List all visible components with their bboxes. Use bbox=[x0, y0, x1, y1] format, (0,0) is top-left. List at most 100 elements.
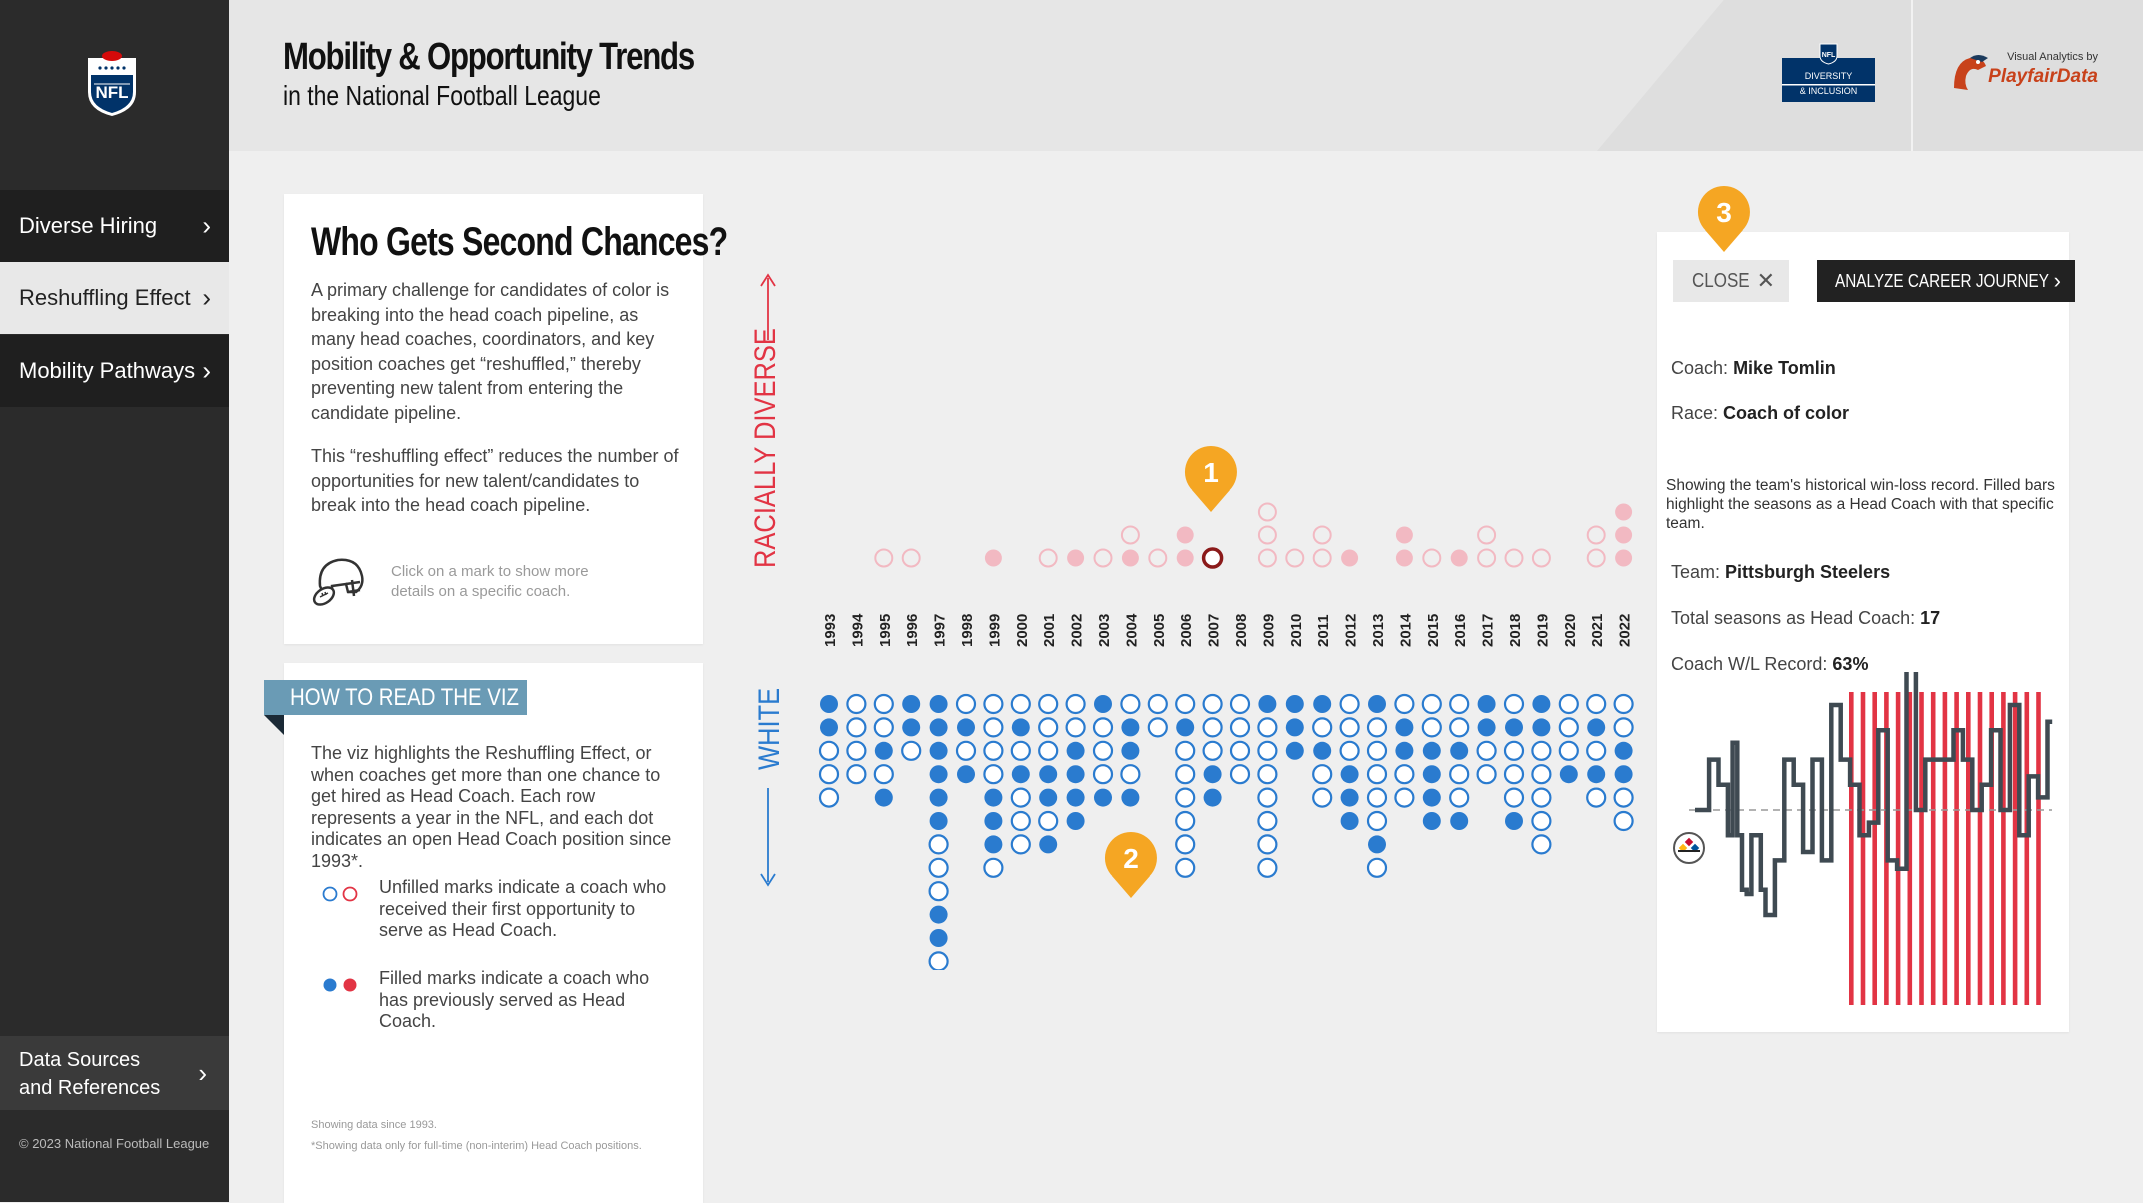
white-coach-dot[interactable] bbox=[1368, 835, 1386, 854]
diverse-coach-dot[interactable] bbox=[1395, 526, 1413, 544]
white-coach-dot[interactable] bbox=[1313, 741, 1332, 760]
white-coach-dot[interactable] bbox=[1092, 764, 1114, 785]
white-coach-dot[interactable] bbox=[1066, 765, 1085, 784]
head-coach-season-bar[interactable] bbox=[1966, 692, 1971, 1005]
diverse-coach-dot[interactable] bbox=[1586, 525, 1606, 545]
white-coach-dot[interactable] bbox=[1066, 788, 1085, 807]
white-coach-dot[interactable] bbox=[1340, 765, 1359, 784]
white-coach-dot[interactable] bbox=[929, 929, 948, 947]
white-coach-dot[interactable] bbox=[1066, 812, 1085, 830]
white-coach-dot[interactable] bbox=[901, 740, 922, 761]
white-coach-dot[interactable] bbox=[1175, 693, 1196, 715]
white-coach-dot[interactable] bbox=[1175, 740, 1196, 761]
white-coach-dot[interactable] bbox=[1257, 787, 1278, 808]
white-coach-dot[interactable] bbox=[1366, 740, 1388, 761]
winloss-chart[interactable] bbox=[1667, 672, 2063, 1022]
white-coach-dot[interactable] bbox=[1229, 717, 1251, 738]
white-coach-dot[interactable] bbox=[929, 718, 948, 737]
white-coach-dot[interactable] bbox=[1121, 741, 1140, 760]
white-coach-dot[interactable] bbox=[1229, 693, 1251, 715]
white-coach-dot[interactable] bbox=[955, 740, 977, 761]
white-coach-dot[interactable] bbox=[902, 695, 921, 713]
diverse-coach-dot[interactable] bbox=[901, 548, 921, 568]
white-coach-dot[interactable] bbox=[983, 857, 1004, 878]
diverse-coach-dot[interactable] bbox=[1257, 525, 1277, 545]
data-sources-button[interactable]: Data Sources and References › bbox=[0, 1036, 229, 1110]
white-coach-dot[interactable] bbox=[1313, 695, 1332, 713]
head-coach-season-bar[interactable] bbox=[1872, 692, 1877, 1005]
white-coach-dot[interactable] bbox=[983, 740, 1004, 761]
white-coach-dot[interactable] bbox=[1285, 718, 1304, 737]
white-coach-dot[interactable] bbox=[1449, 693, 1470, 715]
white-coach-dot[interactable] bbox=[1039, 765, 1058, 784]
diverse-coach-dot[interactable] bbox=[984, 549, 1002, 567]
white-coach-dot[interactable] bbox=[1257, 764, 1278, 785]
white-coach-dot[interactable] bbox=[1039, 788, 1058, 807]
white-coach-dot[interactable] bbox=[1011, 718, 1030, 737]
white-coach-dot[interactable] bbox=[1613, 693, 1634, 715]
nav-diverse-hiring[interactable]: Diverse Hiring › bbox=[0, 190, 229, 262]
white-coach-dot[interactable] bbox=[1531, 764, 1552, 785]
white-coach-dot[interactable] bbox=[1366, 810, 1388, 832]
white-coach-dot[interactable] bbox=[1285, 695, 1304, 713]
white-coach-dot[interactable] bbox=[1175, 764, 1196, 785]
white-coach-dot[interactable] bbox=[984, 788, 1003, 807]
diverse-coach-dot[interactable] bbox=[1285, 548, 1305, 568]
white-coach-dot[interactable] bbox=[1614, 741, 1633, 760]
white-coach-dot[interactable] bbox=[1285, 741, 1304, 760]
white-coach-dot[interactable] bbox=[1394, 787, 1415, 808]
diverse-coach-dot[interactable] bbox=[1038, 548, 1058, 568]
white-coach-dot[interactable] bbox=[1366, 787, 1388, 808]
diverse-coach-dot[interactable] bbox=[1615, 549, 1633, 567]
white-coach-dot[interactable] bbox=[1587, 718, 1606, 737]
white-coach-dot[interactable] bbox=[1449, 717, 1470, 738]
white-coach-dot[interactable] bbox=[1531, 787, 1552, 808]
white-coach-dot[interactable] bbox=[929, 905, 948, 924]
white-coach-dot[interactable] bbox=[1449, 787, 1470, 808]
diverse-coach-dot[interactable] bbox=[1615, 526, 1633, 544]
white-coach-dot[interactable] bbox=[1558, 740, 1579, 761]
white-coach-dot[interactable] bbox=[1010, 810, 1031, 832]
white-coach-dot[interactable] bbox=[1614, 765, 1633, 784]
white-coach-dot[interactable] bbox=[1010, 740, 1031, 761]
diverse-coach-dot[interactable] bbox=[1395, 549, 1413, 567]
white-coach-dot[interactable] bbox=[1421, 717, 1442, 738]
white-coach-dot[interactable] bbox=[1505, 718, 1523, 737]
white-coach-dot[interactable] bbox=[1340, 788, 1359, 807]
white-coach-dot[interactable] bbox=[1422, 765, 1441, 784]
white-coach-dot[interactable] bbox=[1366, 717, 1388, 738]
white-coach-dot[interactable] bbox=[1039, 835, 1058, 854]
white-coach-dot[interactable] bbox=[1503, 693, 1525, 715]
white-coach-dot[interactable] bbox=[1368, 695, 1386, 713]
head-coach-season-bar[interactable] bbox=[1954, 692, 1959, 1005]
head-coach-season-bar[interactable] bbox=[1919, 692, 1924, 1005]
head-coach-season-bar[interactable] bbox=[2036, 692, 2041, 1005]
white-coach-dot[interactable] bbox=[1257, 740, 1278, 761]
white-coach-dot[interactable] bbox=[1586, 787, 1607, 808]
white-coach-dot[interactable] bbox=[1586, 693, 1607, 715]
white-coach-dot[interactable] bbox=[846, 717, 867, 738]
white-coach-dot[interactable] bbox=[1422, 741, 1441, 760]
white-coach-dot[interactable] bbox=[873, 693, 894, 715]
diverse-coach-dot[interactable] bbox=[1312, 548, 1332, 568]
white-coach-dot[interactable] bbox=[983, 717, 1004, 738]
white-coach-dot[interactable] bbox=[1503, 740, 1525, 761]
head-coach-season-bar[interactable] bbox=[2001, 692, 2006, 1005]
white-coach-dot[interactable] bbox=[1531, 810, 1552, 832]
white-coach-dot[interactable] bbox=[928, 834, 949, 855]
white-coach-dot[interactable] bbox=[1202, 693, 1223, 715]
diverse-coach-dot[interactable] bbox=[1176, 526, 1194, 544]
white-coach-dot[interactable] bbox=[1038, 810, 1059, 832]
white-coach-dot[interactable] bbox=[1312, 764, 1333, 785]
white-coach-dot[interactable] bbox=[1229, 740, 1251, 761]
white-coach-dot[interactable] bbox=[1175, 834, 1196, 855]
diverse-coach-dot[interactable] bbox=[1148, 548, 1168, 568]
white-coach-dot[interactable] bbox=[818, 787, 840, 808]
white-coach-dot[interactable] bbox=[1010, 834, 1031, 855]
white-coach-dot[interactable] bbox=[929, 812, 948, 830]
white-coach-dot[interactable] bbox=[929, 695, 948, 713]
white-coach-dot[interactable] bbox=[1312, 787, 1333, 808]
head-coach-season-bar[interactable] bbox=[1989, 692, 1994, 1005]
white-coach-dot[interactable] bbox=[1339, 740, 1360, 761]
white-coach-dot[interactable] bbox=[1175, 810, 1196, 832]
